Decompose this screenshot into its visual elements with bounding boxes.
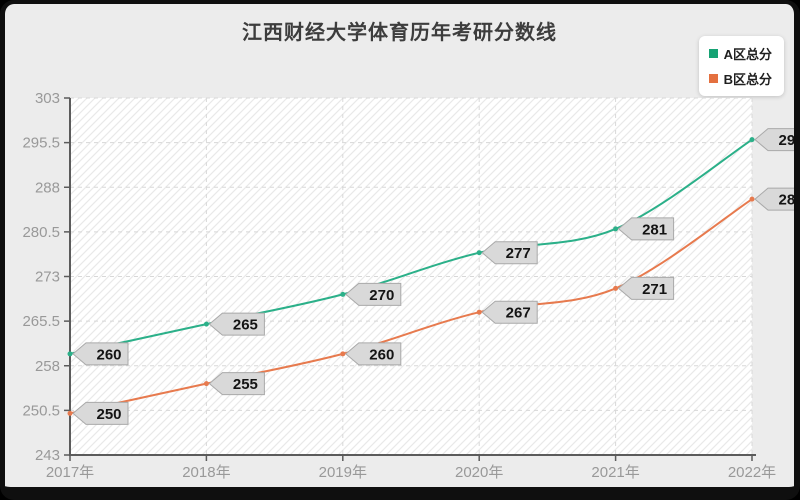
svg-text:277: 277 <box>506 245 531 262</box>
data-point[interactable] <box>340 351 346 357</box>
y-tick-label: 250.5 <box>22 402 60 419</box>
data-point[interactable] <box>476 309 482 315</box>
y-tick-label: 258 <box>35 358 60 375</box>
data-point[interactable] <box>67 410 73 416</box>
y-tick-label: 273 <box>35 269 60 286</box>
data-point[interactable] <box>613 285 619 291</box>
x-tick-label: 2022年 <box>728 464 776 481</box>
data-point[interactable] <box>749 196 755 202</box>
data-point[interactable] <box>476 250 482 256</box>
data-point[interactable] <box>203 321 209 327</box>
y-tick-label: 303 <box>35 90 60 107</box>
chart-canvas: 243 250.5 258 265.5 273 280.5 288 295.5 303 2017年… <box>22 90 794 481</box>
series-line-a <box>69 138 753 355</box>
legend: A区总分 B区总分 <box>698 36 784 96</box>
value-label: 250 <box>72 401 129 425</box>
legend-item-label: A区总分 <box>723 47 772 62</box>
svg-text:296: 296 <box>778 132 794 149</box>
value-label: 267 <box>481 300 538 324</box>
value-label: 255 <box>208 372 265 396</box>
svg-text:260: 260 <box>96 346 121 363</box>
series-line-b <box>69 198 753 415</box>
legend-item-label: B区总分 <box>723 72 772 87</box>
y-tick-label: 243 <box>35 447 60 464</box>
chart-title: 江西财经大学体育历年考研分数线 <box>242 22 557 44</box>
value-label: 265 <box>208 312 265 336</box>
x-tick-label: 2021年 <box>591 464 639 481</box>
svg-text:260: 260 <box>369 346 394 363</box>
data-point[interactable] <box>749 137 755 143</box>
y-tick-label: 288 <box>35 179 60 196</box>
legend-item-b[interactable]: B区总分 <box>708 69 772 88</box>
value-label: 260 <box>72 342 129 366</box>
value-label: 296 <box>754 128 794 152</box>
data-point[interactable] <box>613 226 619 232</box>
svg-text:255: 255 <box>233 376 258 393</box>
y-tick-label: 265.5 <box>22 313 60 330</box>
svg-text:271: 271 <box>642 281 667 298</box>
value-label: 286 <box>754 187 794 211</box>
legend-swatch-icon <box>708 74 718 83</box>
svg-text:267: 267 <box>506 305 531 322</box>
value-label: 271 <box>617 276 675 300</box>
svg-text:270: 270 <box>369 287 394 304</box>
svg-text:286: 286 <box>778 192 794 209</box>
y-tick-label: 295.5 <box>22 135 60 152</box>
x-tick-label: 2018年 <box>182 464 230 481</box>
axis-ticks: 243 250.5 258 265.5 273 280.5 288 295.5 303 2017年… <box>22 90 776 481</box>
data-point[interactable] <box>67 351 73 357</box>
value-label: 270 <box>345 282 402 306</box>
svg-text:250: 250 <box>96 406 121 423</box>
gridlines <box>70 97 753 455</box>
y-tick-label: 280.5 <box>22 224 60 241</box>
x-tick-label: 2019年 <box>319 464 367 481</box>
value-label: 281 <box>617 217 675 241</box>
data-point[interactable] <box>203 381 209 387</box>
legend-swatch-icon <box>708 49 718 58</box>
legend-item-a[interactable]: A区总分 <box>708 44 772 63</box>
x-tick-label: 2020年 <box>455 464 503 481</box>
x-tick-label: 2017年 <box>46 464 94 481</box>
data-point[interactable] <box>340 291 346 297</box>
svg-text:281: 281 <box>642 221 667 238</box>
value-label: 277 <box>481 241 538 265</box>
svg-text:265: 265 <box>233 317 258 334</box>
value-label: 260 <box>345 342 402 366</box>
